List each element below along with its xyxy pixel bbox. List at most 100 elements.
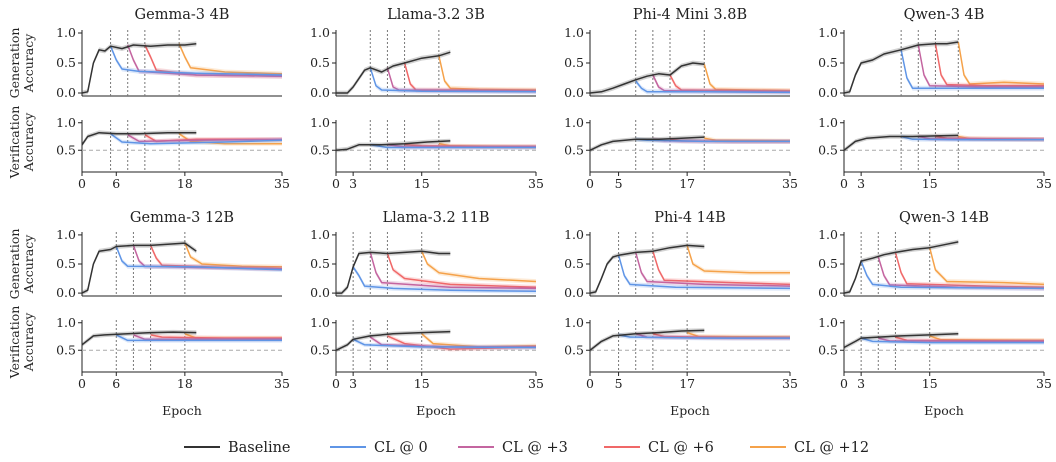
ver-y-tick-label: 0.5 [818, 342, 838, 357]
gen-cl0-line [860, 260, 1045, 290]
x-tick-label: 35 [528, 176, 544, 191]
x-tick-label: 0 [332, 376, 340, 391]
x-tick-label: 35 [782, 176, 798, 191]
gen-cl0-line [115, 246, 283, 271]
x-tick-label: 5 [615, 376, 623, 391]
row-label-line: Accuracy [21, 112, 36, 173]
ver-cl0-line [352, 338, 537, 349]
ver-y-tick-label: 1.0 [818, 315, 838, 330]
gen-baseline-band [844, 39, 959, 96]
gen-y-tick-label: 0.0 [818, 85, 838, 100]
gen-cl0-line [369, 67, 537, 93]
panel-title: Qwen-3 4B [904, 7, 985, 23]
ver-cl6-line [150, 334, 282, 339]
gen-baseline-line [843, 241, 959, 294]
gen-cl6-band [670, 72, 790, 94]
gen-y-tick-label: 0.5 [56, 55, 76, 70]
x-tick-label: 0 [78, 176, 86, 191]
ver-y-tick-label: 1.0 [564, 315, 584, 330]
gen-cl12-band [179, 41, 282, 77]
ver-y-tick-label: 0.5 [310, 342, 330, 357]
panel-title: Phi-4 14B [654, 210, 726, 226]
gen-cl6-line [652, 250, 791, 286]
gen-baseline-band [590, 243, 705, 296]
x-tick-label: 15 [922, 376, 938, 391]
generation-accuracy-label: GenerationAccuracy [7, 28, 36, 99]
row-label-line: Accuracy [21, 312, 36, 373]
x-tick-label: 5 [615, 176, 623, 191]
ver-y-tick-label: 1.0 [818, 115, 838, 130]
x-tick-label: 6 [112, 176, 120, 191]
ver-y-tick-label: 0.5 [56, 142, 76, 157]
gen-cl0-line [617, 255, 791, 290]
gen-baseline-band [336, 49, 451, 96]
ver-y-tick-label: 1.0 [564, 115, 584, 130]
ver-cl0-line [370, 144, 536, 149]
legend-label: CL @ +3 [502, 440, 568, 456]
x-tick-label: 35 [1036, 176, 1052, 191]
ver-cl0-line [115, 334, 282, 342]
gen-cl12-line [703, 63, 791, 92]
gen-cl3-band [652, 72, 790, 95]
panel-7: Qwen-3 14B 0.0 0.5 1.0 0.5 1.0 0 3 15 35 [818, 210, 1052, 391]
gen-cl12-line [438, 55, 537, 91]
gen-cl3-line [369, 252, 537, 290]
legend-label: CL @ +6 [648, 440, 714, 456]
gen-y-tick-label: 0.0 [310, 85, 330, 100]
panel-title: Gemma-3 12B [130, 210, 234, 226]
gen-cl12-line [184, 242, 283, 268]
legend-label: CL @ 0 [374, 440, 428, 456]
gen-y-tick-label: 0.0 [818, 285, 838, 300]
ver-cl3-line [133, 334, 282, 341]
verification-accuracy-label: VerificationAccuracy [7, 306, 36, 380]
legend-label: Baseline [228, 440, 291, 456]
x-tick-label: 3 [349, 376, 357, 391]
gen-cl3-band [635, 250, 790, 289]
x-tick-label: 0 [840, 376, 848, 391]
ver-y-tick-label: 0.5 [56, 342, 76, 357]
gen-cl6-band [652, 248, 790, 287]
gen-cl0-band [116, 244, 282, 273]
x-tick-label: 35 [782, 376, 798, 391]
x-tick-label: 15 [414, 376, 430, 391]
gen-cl3-band [370, 250, 536, 291]
row-label-line: Verification [7, 106, 22, 180]
row-label-line: Verification [7, 306, 22, 380]
ver-baseline-line [843, 134, 959, 151]
row-label-line: Accuracy [21, 33, 36, 94]
ver-cl3-line [127, 134, 283, 143]
x-tick-label: 6 [112, 376, 120, 391]
gen-cl12-line [686, 245, 790, 274]
gen-baseline-line [81, 242, 197, 294]
panel-5: Llama-3.2 11B 0.0 0.5 1.0 0.5 1.0 0 3 15 35 [310, 210, 544, 391]
gen-cl0-band [353, 264, 536, 294]
ver-y-tick-label: 0.5 [310, 142, 330, 157]
gen-y-tick-label: 0.0 [310, 285, 330, 300]
gen-cl0-band [901, 47, 1044, 91]
row-label-line: Accuracy [21, 234, 36, 295]
panel-title: Llama-3.2 11B [383, 210, 490, 226]
generation-accuracy-label: GenerationAccuracy [7, 229, 36, 300]
x-tick-label: 15 [414, 176, 430, 191]
gen-cl0-line [635, 80, 791, 94]
gen-y-tick-label: 0.5 [564, 256, 584, 271]
gen-cl0-band [618, 252, 790, 291]
legend: Baseline CL @ 0 CL @ +3 CL @ +6 CL @ +12 [184, 440, 869, 456]
gen-y-tick-label: 0.5 [310, 256, 330, 271]
gen-y-tick-label: 1.0 [564, 25, 584, 40]
gen-y-tick-label: 0.5 [310, 55, 330, 70]
ver-baseline-band [844, 331, 959, 350]
ver-y-tick-label: 1.0 [310, 315, 330, 330]
x-tick-label: 3 [857, 376, 865, 391]
gen-y-tick-label: 0.5 [818, 55, 838, 70]
x-tick-label: 0 [586, 176, 594, 191]
ver-y-tick-label: 1.0 [56, 315, 76, 330]
gen-y-tick-label: 0.0 [56, 285, 76, 300]
x-tick-label: 35 [1036, 376, 1052, 391]
x-tick-label: 35 [274, 176, 290, 191]
ver-y-tick-label: 0.5 [818, 142, 838, 157]
x-tick-label: 15 [922, 176, 938, 191]
gen-y-tick-label: 0.5 [564, 55, 584, 70]
ver-cl0-line [860, 337, 1044, 344]
